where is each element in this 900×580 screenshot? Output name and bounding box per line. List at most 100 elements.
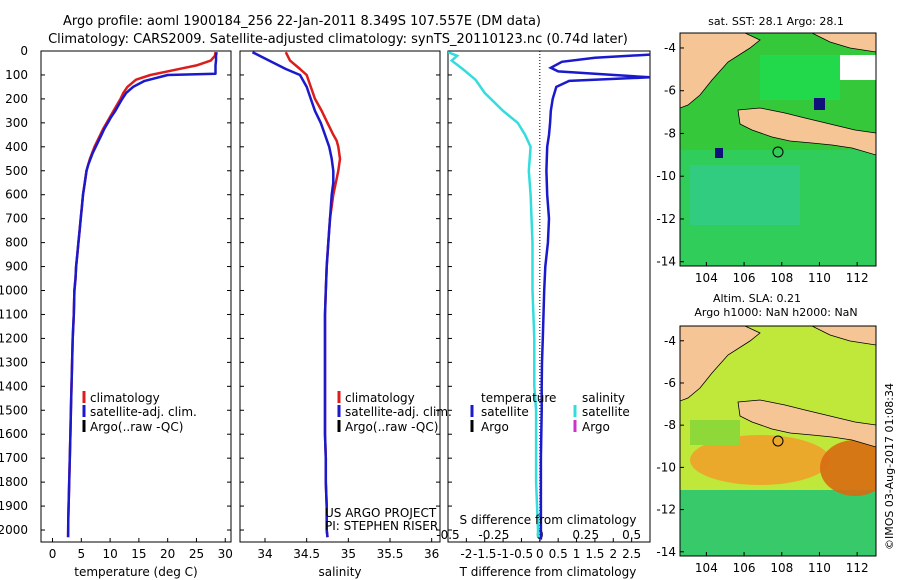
borneo-land [811,326,876,346]
depth-tick-label: 400 [5,140,28,154]
java-land [737,107,876,156]
map-lat-tick-label: -10 [656,460,676,474]
difference-lines [448,51,650,542]
temperature-legend: climatology satellite-adj. clim. Argo(..… [82,391,197,434]
figure-title-line2: Climatology: CARS2009. Satellite-adjuste… [48,32,628,47]
temperature-satellite-line [66,51,218,538]
footer-stamp: ©IMOS 03-Aug-2017 01:08:34 [883,383,896,550]
figure-title-line1: Argo profile: aoml 1900184_256 22-Jan-20… [63,14,541,29]
salinity-x-tick-label: 35 [341,547,356,561]
difference-axes-frame [447,50,651,543]
sla-map-ticks: 104 106 108 110 112 -4 -6 -8 -10 -12 -14 [656,334,868,575]
float-marker [772,435,784,447]
credit-pi: PI: STEPHEN RISER [325,519,438,533]
salinity-climatology-line [284,51,342,538]
map-lat-tick-label: -8 [664,418,676,432]
depth-axis: 0 100 200 300 400 500 600 700 800 900 1000 1100 1200… [0,44,231,537]
t-difference-x-tick-label: 1.5 [585,547,604,561]
sla-map-frame [679,325,877,557]
depth-tick-label: 700 [5,212,28,226]
temperature-x-tick-label: 15 [131,547,146,561]
temperature-x-tick-label: 10 [102,547,117,561]
map-lon-tick-label: 106 [733,561,756,575]
depth-tick-label: 1500 [0,403,28,417]
t-difference-x-tick-label: -0.5 [510,547,533,561]
sst-cold-pixel [814,98,825,110]
difference-depth-ticks [448,50,452,531]
depth-tick-label: 300 [5,116,28,130]
sst-map-frame [679,32,877,267]
depth-tick-label: 1900 [0,499,28,513]
s-difference-x-tick-label: 0.25 [572,528,599,542]
map-lat-tick-label: -14 [656,255,676,269]
map-lon-tick-label: 108 [770,561,793,575]
s-difference-xlabel: S difference from climatology [460,513,637,527]
t-difference-x-tick-label: 0 [536,547,544,561]
sla-high-blob [820,440,876,496]
salinity-panel: 34 34.5 35 35.5 36 salinity climatology sate… [239,50,452,579]
map-lon-tick-label: 106 [733,271,756,285]
legend-label-argo: Argo(..raw -QC) [345,420,438,434]
sst-missing-patch [840,55,876,80]
depth-tick-label: 100 [5,68,28,82]
salinity-x-tick-label: 36 [424,547,439,561]
sst-high-patch [760,55,840,100]
depth-tick-label: 1600 [0,427,28,441]
temperature-x-tick-label: 5 [77,547,85,561]
depth-tick-label: 1200 [0,331,28,345]
map-lat-tick-label: -12 [656,212,676,226]
map-lon-tick-label: 104 [695,271,718,285]
difference-x-axis: -2-1.5-1-0.500.511.522.5-0.5-0.2500.250.… [436,528,641,561]
legend-label-satellite: satellite-adj. clim. [345,405,452,419]
sla-map: Altim. SLA: 0.21 Argo h1000: NaN h2000: … [656,292,877,575]
legend-label-s-satellite: satellite [582,405,630,419]
map-lat-tick-label: -6 [664,84,676,98]
s-difference-satellite-line [448,51,540,538]
credit-project: US ARGO PROJECT [325,506,437,520]
depth-tick-label: 1300 [0,355,28,369]
temperature-panel: 0100200300400500600700800900100011001200… [0,44,233,579]
sst-cold-pixel [715,148,723,158]
sla-map-title1: Altim. SLA: 0.21 [713,292,801,305]
sst-map-ticks: 104 106 108 110 112 -4 -6 -8 -10 -12 -14 [656,41,868,285]
salinity-legend: climatology satellite-adj. clim. Argo(..… [337,391,452,434]
legend-label-satellite: satellite-adj. clim. [90,405,197,419]
depth-tick-label: 0 [20,44,28,58]
legend-label-climatology: climatology [90,391,160,405]
sst-map-title: sat. SST: 28.1 Argo: 28.1 [708,15,844,28]
legend-label-argo: Argo(..raw -QC) [90,420,183,434]
sumatra-land [680,326,761,402]
float-marker [772,146,784,158]
sla-low-band [680,490,876,556]
java-land [737,399,876,448]
temperature-x-tick-label: 0 [49,547,57,561]
temperature-axes-frame [40,50,232,543]
t-difference-satellite-line [539,53,650,540]
map-lat-tick-label: -12 [656,503,676,517]
t-difference-x-tick-label: 0.5 [549,547,568,561]
depth-tick-label: 1800 [0,475,28,489]
map-lat-tick-label: -4 [664,334,676,348]
s-difference-x-tick-label: 0.5 [622,528,641,542]
salinity-satellite-line [251,51,335,538]
map-lon-tick-label: 104 [695,561,718,575]
sumatra-land [680,33,761,109]
t-difference-xlabel: T difference from climatology [459,565,637,579]
depth-tick-label: 600 [5,188,28,202]
t-difference-x-tick-label: -1.5 [473,547,496,561]
salinity-axes-frame [239,50,441,543]
depth-tick-label: 2000 [0,523,28,537]
map-lon-tick-label: 108 [770,271,793,285]
t-difference-x-tick-label: 2.5 [622,547,641,561]
t-difference-x-tick-label: 1 [573,547,581,561]
depth-tick-label: 500 [5,164,28,178]
temperature-x-tick-label: 25 [189,547,204,561]
map-lat-tick-label: -6 [664,376,676,390]
depth-tick-label: 1400 [0,379,28,393]
legend-head-salinity: salinity [582,391,625,405]
sst-teal-patch [690,165,800,225]
salinity-x-tick-label: 35.5 [377,547,404,561]
temperature-x-axis: 0 5 10 15 20 25 30 [49,538,233,561]
temperature-lines [66,51,218,538]
